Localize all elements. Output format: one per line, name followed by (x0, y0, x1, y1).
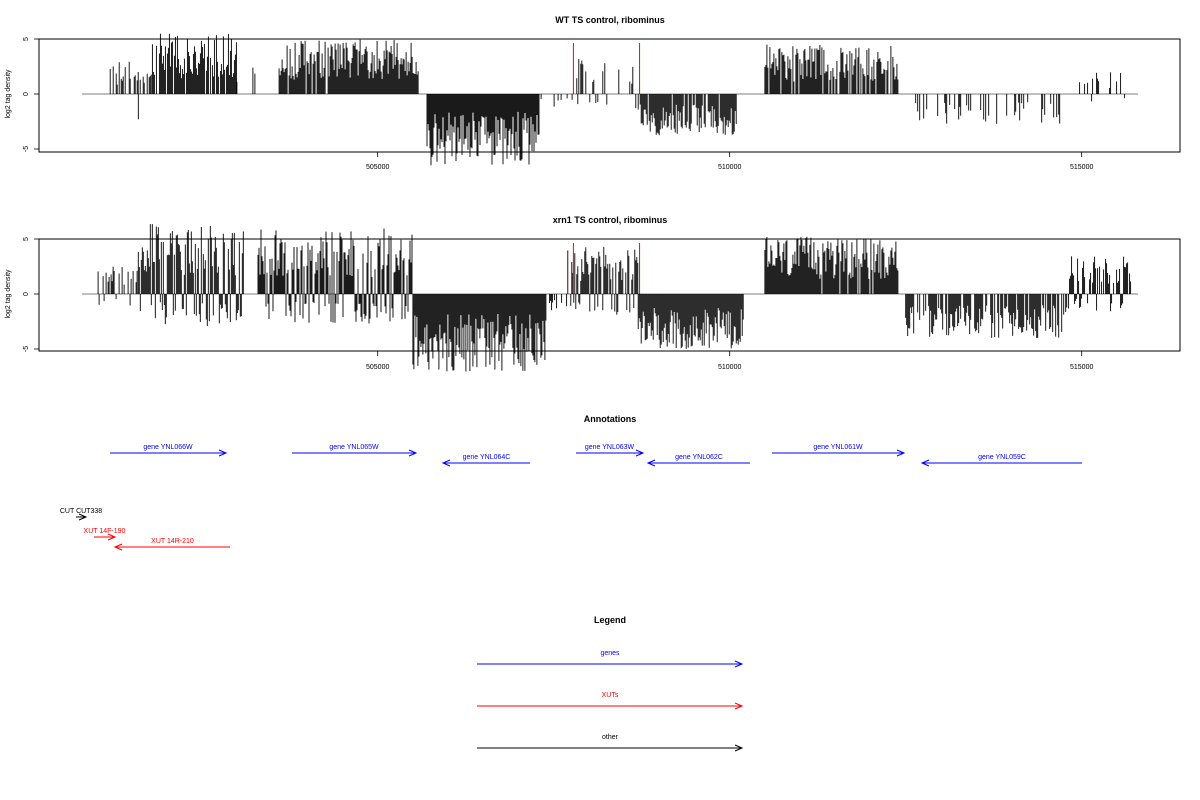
wt-track-panel: WT TS control, ribominus 5 0 -5 505000 5100… (5, 15, 1181, 171)
annotation-arrowhead (635, 449, 645, 457)
annotation-feature: gene YNL059C (920, 454, 1082, 467)
y-tick-label: 5 (23, 237, 30, 241)
annotation-arrowhead (107, 533, 117, 541)
annotation-label: gene YNL065W (329, 444, 379, 451)
xrn1-track-markers (572, 243, 641, 294)
annotation-arrowhead (78, 513, 88, 521)
annotations-panel: Annotations gene YNL066W gene YNL065W gene… (60, 414, 1082, 551)
annotation-feature: XUT 14R-210 (113, 538, 230, 551)
legend-arrowhead (734, 660, 744, 668)
x-tick-label: 510000 (718, 364, 741, 371)
x-tick-label: 515000 (1070, 164, 1093, 171)
xrn1-track-bars (97, 224, 1132, 372)
annotation-label: gene YNL066W (143, 444, 193, 451)
annotation-arrowhead (441, 459, 451, 467)
annotation-label: XUT 14R-210 (151, 538, 194, 545)
annotation-arrowhead (920, 459, 930, 467)
annotation-arrowhead (646, 459, 656, 467)
wt-track-y-axis: 5 0 -5 (23, 37, 40, 152)
legend-entry: XUTs (477, 692, 744, 710)
y-tick-label: -5 (23, 146, 30, 152)
x-tick-label: 505000 (366, 364, 389, 371)
annotation-feature: gene YNL066W (110, 444, 228, 457)
wt-track-y-label: log2 tag density (5, 69, 12, 119)
annotation-arrowhead (218, 449, 228, 457)
wt-track-bars (109, 33, 1126, 166)
y-tick-label: 0 (23, 92, 30, 96)
annotation-label: CUT CUT338 (60, 508, 102, 515)
annotation-feature: gene YNL061W (772, 444, 906, 457)
annotation-arrowhead (113, 543, 123, 551)
legend-label: XUTs (602, 692, 619, 699)
legend-title: Legend (594, 615, 626, 625)
annotation-label: gene YNL062C (675, 454, 723, 461)
wt-track-title: WT TS control, ribominus (555, 15, 665, 25)
annotation-label: gene YNL059C (978, 454, 1026, 461)
x-tick-label: 505000 (366, 164, 389, 171)
legend-label: genes (600, 650, 620, 657)
annotation-feature: gene YNL062C (646, 454, 750, 467)
annotation-feature: gene YNL065W (292, 444, 418, 457)
y-tick-label: 0 (23, 292, 30, 296)
annotation-arrowhead (896, 449, 906, 457)
wt-track-markers (572, 43, 641, 94)
annotation-feature: CUT CUT338 (60, 508, 102, 521)
legend-entry: genes (477, 650, 744, 668)
annotation-arrowhead (408, 449, 418, 457)
xrn1-track-y-label: log2 tag density (5, 269, 12, 319)
wt-track-x-axis: 505000 510000 515000 (366, 152, 1093, 171)
xrn1-track-y-axis: 5 0 -5 (23, 237, 40, 352)
legend-label: other (602, 734, 619, 741)
legend-arrowhead (734, 744, 744, 752)
y-tick-label: 5 (23, 37, 30, 41)
annotation-label: gene YNL063W (585, 444, 635, 451)
xrn1-track-panel: xrn1 TS control, ribominus 5 0 -5 505000 51… (5, 215, 1181, 372)
legend-panel: Legend genes XUTs other (477, 615, 744, 752)
xrn1-track-x-axis: 505000 510000 515000 (366, 351, 1093, 371)
annotation-label: gene YNL061W (813, 444, 863, 451)
legend-arrowhead (734, 702, 744, 710)
xrn1-track-title: xrn1 TS control, ribominus (553, 215, 668, 225)
annotation-label: gene YNL064C (463, 454, 511, 461)
wt-track-frame (38, 38, 1181, 153)
annotation-feature: gene YNL064C (441, 454, 530, 467)
annotation-feature: gene YNL063W (576, 444, 645, 457)
x-tick-label: 515000 (1070, 364, 1093, 371)
legend-entry: other (477, 734, 744, 752)
annotations-title: Annotations (584, 414, 637, 424)
annotation-label: XUT 14F-190 (84, 528, 126, 535)
annotation-feature: XUT 14F-190 (84, 528, 126, 541)
x-tick-label: 510000 (718, 164, 741, 171)
y-tick-label: -5 (23, 346, 30, 352)
